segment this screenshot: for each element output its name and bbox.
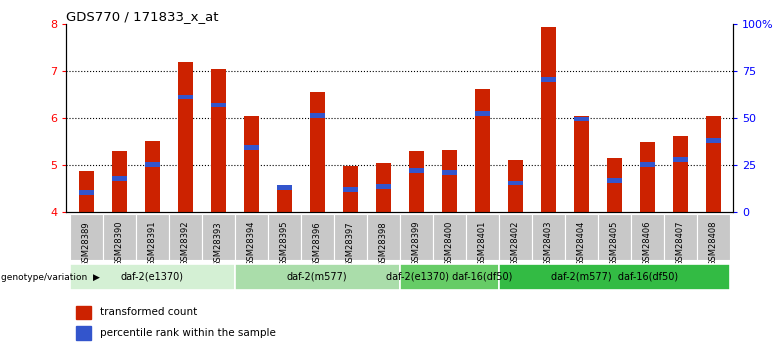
Text: GSM28402: GSM28402	[511, 221, 519, 266]
Text: GSM28407: GSM28407	[676, 221, 685, 266]
Bar	[211, 103, 225, 107]
Bar	[640, 162, 654, 167]
Bar	[334, 214, 367, 260]
Bar	[136, 214, 168, 260]
Bar	[277, 185, 292, 190]
Bar	[409, 151, 424, 212]
Bar	[466, 214, 498, 260]
Bar	[76, 326, 91, 339]
Bar	[565, 214, 597, 260]
Text: daf-2(m577)  daf-16(df50): daf-2(m577) daf-16(df50)	[551, 271, 678, 281]
Text: transformed count: transformed count	[100, 307, 197, 317]
Bar	[301, 214, 334, 260]
Bar	[178, 95, 193, 99]
Text: GSM28392: GSM28392	[181, 221, 190, 266]
Text: GSM28391: GSM28391	[147, 221, 157, 266]
Bar	[310, 114, 324, 118]
Text: GSM28390: GSM28390	[115, 221, 123, 266]
Bar	[168, 214, 202, 260]
Bar	[79, 171, 94, 212]
Bar	[399, 214, 433, 260]
Text: daf-2(e1370) daf-16(df50): daf-2(e1370) daf-16(df50)	[386, 271, 512, 281]
Bar	[706, 138, 721, 143]
Bar	[376, 163, 391, 212]
Bar	[79, 190, 94, 195]
Bar	[607, 178, 622, 183]
Bar	[607, 158, 622, 212]
Bar	[235, 264, 399, 290]
Bar	[541, 77, 555, 82]
Bar	[103, 214, 136, 260]
Text: GSM28401: GSM28401	[478, 221, 487, 266]
Bar	[433, 214, 466, 260]
Bar	[498, 214, 532, 260]
Text: percentile rank within the sample: percentile rank within the sample	[100, 328, 275, 338]
Bar	[441, 170, 457, 175]
Bar	[342, 166, 358, 212]
Bar	[498, 264, 730, 290]
Bar	[475, 111, 490, 116]
Bar	[112, 176, 126, 181]
Text: GSM28400: GSM28400	[445, 221, 454, 266]
Text: GSM28399: GSM28399	[412, 221, 420, 266]
Bar	[399, 264, 498, 290]
Bar	[367, 214, 399, 260]
Text: GSM28405: GSM28405	[610, 221, 619, 266]
Bar	[673, 136, 688, 212]
Bar	[235, 214, 268, 260]
Bar	[673, 157, 688, 162]
Bar	[211, 69, 225, 212]
Bar	[706, 116, 721, 212]
Bar	[145, 141, 160, 212]
Bar	[574, 116, 589, 212]
Bar	[508, 159, 523, 212]
Bar	[475, 89, 490, 212]
Bar	[76, 306, 91, 319]
Text: GDS770 / 171833_x_at: GDS770 / 171833_x_at	[66, 10, 219, 23]
Bar	[277, 186, 292, 212]
Bar	[69, 264, 235, 290]
Bar	[532, 214, 565, 260]
Bar	[342, 187, 358, 192]
Bar	[697, 214, 730, 260]
Bar	[310, 92, 324, 212]
Text: GSM28403: GSM28403	[544, 221, 553, 266]
Bar	[69, 214, 103, 260]
Text: GSM28395: GSM28395	[280, 221, 289, 266]
Bar	[409, 168, 424, 173]
Bar	[244, 145, 259, 150]
Text: GSM28396: GSM28396	[313, 221, 321, 266]
Bar	[574, 117, 589, 121]
Text: GSM28397: GSM28397	[346, 221, 355, 266]
Bar	[631, 214, 664, 260]
Bar	[640, 142, 654, 212]
Text: genotype/variation  ▶: genotype/variation ▶	[1, 273, 100, 282]
Bar	[202, 214, 235, 260]
Bar	[664, 214, 697, 260]
Bar	[441, 150, 457, 212]
Bar	[145, 162, 160, 167]
Bar	[244, 116, 259, 212]
Text: daf-2(e1370): daf-2(e1370)	[121, 271, 183, 281]
Text: GSM28406: GSM28406	[643, 221, 652, 266]
Bar	[178, 62, 193, 212]
Text: GSM28393: GSM28393	[214, 221, 222, 266]
Text: GSM28408: GSM28408	[709, 221, 718, 266]
Bar	[597, 214, 631, 260]
Text: GSM28389: GSM28389	[82, 221, 90, 266]
Bar	[112, 151, 126, 212]
Text: GSM28404: GSM28404	[577, 221, 586, 266]
Bar	[541, 27, 555, 212]
Bar	[508, 181, 523, 185]
Text: GSM28394: GSM28394	[246, 221, 256, 266]
Bar	[268, 214, 301, 260]
Text: GSM28398: GSM28398	[379, 221, 388, 266]
Bar	[376, 184, 391, 189]
Text: daf-2(m577): daf-2(m577)	[287, 271, 348, 281]
